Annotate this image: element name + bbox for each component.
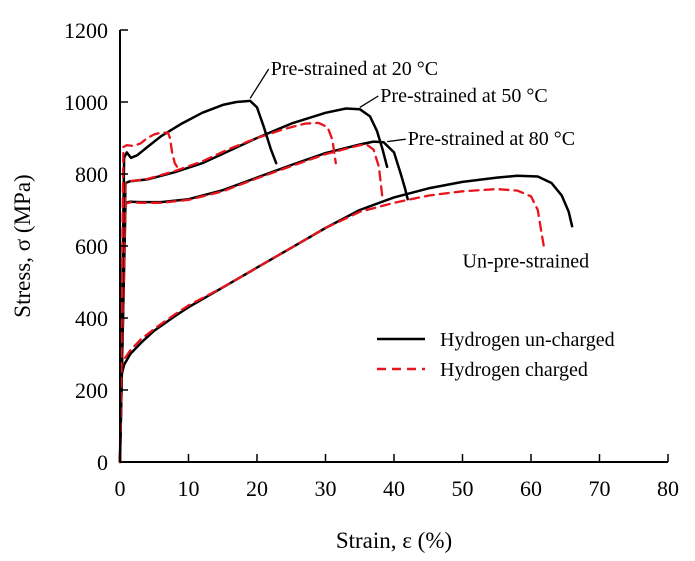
x-tick-label: 10 xyxy=(178,476,200,501)
y-tick-label: 400 xyxy=(75,306,108,331)
axes-layer: 0 10 20 30 40 50 60 70 80020040060080010001200St… xyxy=(10,18,679,553)
legend-label: Hydrogen charged xyxy=(440,359,588,381)
x-tick-label: 30 xyxy=(315,476,337,501)
series-line-uncharged-6 xyxy=(118,99,278,464)
x-tick-label: 80 xyxy=(657,476,679,501)
annotation-leader-line xyxy=(249,68,270,99)
y-tick-label: 200 xyxy=(75,378,108,403)
annotation-leader-line xyxy=(387,138,406,143)
annotation-layer: Pre-strained at 20 °C Pre-strained at 50 … xyxy=(249,58,590,273)
y-tick-label: 0 xyxy=(97,450,108,475)
y-tick-label: 800 xyxy=(75,162,108,187)
x-tick-label: 60 xyxy=(520,476,542,501)
annotation-label: Un-pre-strained xyxy=(463,251,590,273)
annotation-leader-line xyxy=(359,95,379,108)
y-tick-label: 1000 xyxy=(64,90,108,115)
annotation-label: Pre-strained at 50 °C xyxy=(380,85,547,107)
x-tick-label: 20 xyxy=(246,476,268,501)
series-line-charged-7 xyxy=(118,131,180,464)
y-axis-title: Stress, σ (MPa) xyxy=(10,174,35,317)
series-line-charged-5 xyxy=(118,121,337,464)
x-axis-title: Strain, ε (%) xyxy=(336,528,452,553)
y-tick-label: 600 xyxy=(75,234,108,259)
x-tick-label: 70 xyxy=(589,476,611,501)
series-line-charged-1 xyxy=(118,187,546,464)
annotation-label: Pre-strained at 20 °C xyxy=(271,58,438,80)
annotation-label: Pre-strained at 80 °C xyxy=(408,128,575,150)
x-tick-label: 50 xyxy=(452,476,474,501)
series-layer xyxy=(118,99,574,464)
y-tick-label: 1200 xyxy=(64,18,108,43)
legend-label: Hydrogen un-charged xyxy=(440,329,615,351)
x-tick-label: 40 xyxy=(383,476,405,501)
series-line-uncharged-4 xyxy=(118,107,389,464)
series-line-charged-3 xyxy=(118,143,384,464)
x-tick-label: 0 xyxy=(115,476,126,501)
legend: Hydrogen un-charged Hydrogen charged xyxy=(377,329,615,381)
series-line-uncharged-2 xyxy=(118,140,409,464)
